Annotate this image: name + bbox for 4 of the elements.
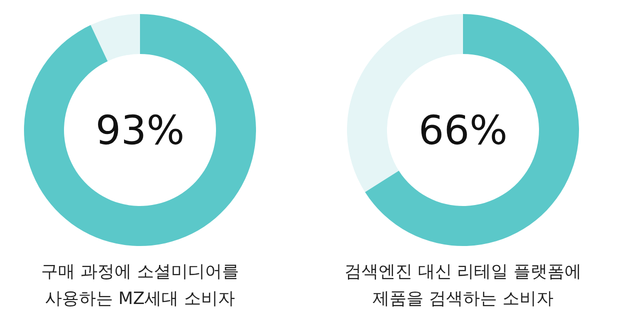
- data-label: 66%: [418, 108, 508, 154]
- text: 검색엔진 대신 리테일 플랫폼에 제품을 검색하는 소비자: [344, 262, 582, 309]
- data-label: 93%: [96, 108, 184, 154]
- text: 구매 과정에 소셜미디어를 사용하는 MZ세대 소비자: [41, 262, 239, 309]
